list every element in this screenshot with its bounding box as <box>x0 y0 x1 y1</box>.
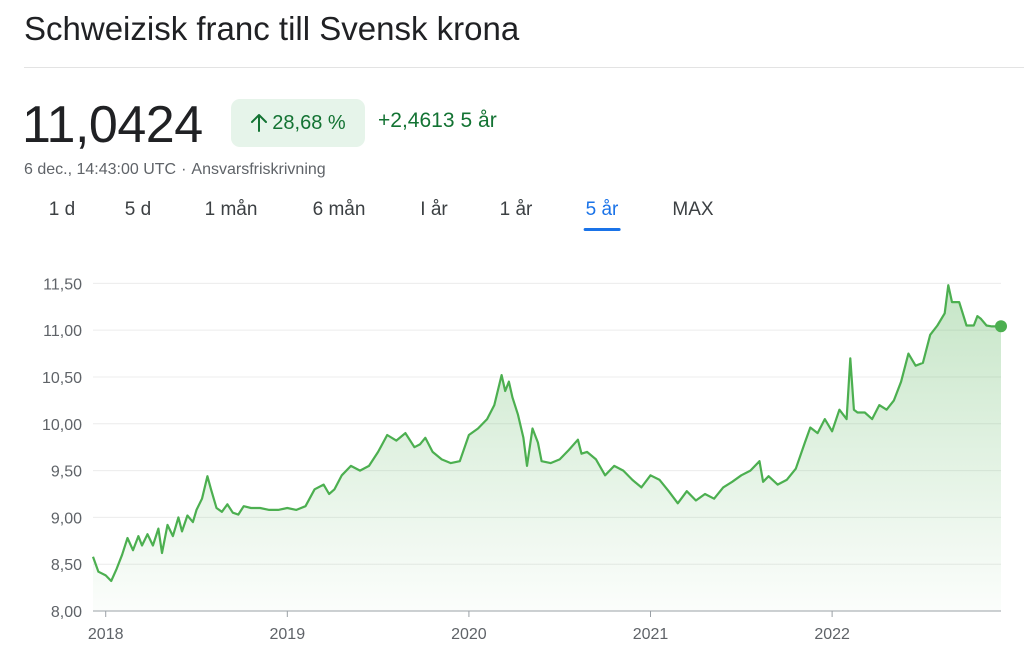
y-tick-label: 11,00 <box>43 323 82 340</box>
tab-6-months[interactable]: 6 mån <box>312 199 366 220</box>
y-tick-label: 10,00 <box>42 417 82 434</box>
x-tick-label: 2021 <box>633 626 669 643</box>
tab-5d[interactable]: 5 d <box>124 199 152 220</box>
range-tabs: 1 d 5 d 1 mån 6 mån I år 1 år 5 år MAX <box>0 199 760 239</box>
y-tick-label: 10,50 <box>42 370 82 387</box>
tab-5-years[interactable]: 5 år <box>583 199 621 231</box>
change-abs-value: +2,4613 <box>378 109 455 132</box>
y-tick-label: 9,00 <box>51 510 82 527</box>
tab-max[interactable]: MAX <box>672 199 714 220</box>
series-area <box>93 285 1001 611</box>
y-tick-label: 11,50 <box>43 276 82 293</box>
change-percent: 28,68 % <box>272 111 346 134</box>
timestamp: 6 dec., 14:43:00 UTC <box>24 161 177 178</box>
arrow-up-icon <box>250 113 268 133</box>
series-line <box>91 284 1001 583</box>
current-price: 11,0424 <box>22 96 203 154</box>
change-percent-badge: 28,68 % <box>231 99 365 147</box>
meta-separator: · <box>181 161 187 178</box>
change-absolute: +2,4613 5 år <box>378 109 503 133</box>
tab-1-year[interactable]: 1 år <box>499 199 533 220</box>
y-tick-label: 8,50 <box>51 557 82 574</box>
y-tick-label: 9,50 <box>51 464 82 481</box>
header-divider <box>24 67 1024 68</box>
tab-ytd[interactable]: I år <box>420 199 448 220</box>
disclaimer-link[interactable]: Ansvarsfriskrivning <box>191 161 326 178</box>
quote-meta: 6 dec., 14:43:00 UTC · Ansvarsfriskrivning <box>24 161 326 179</box>
x-tick-label: 2018 <box>88 626 124 643</box>
page-title: Schweizisk franc till Svensk krona <box>24 10 520 47</box>
x-tick-label: 2019 <box>270 626 306 643</box>
x-tick-label: 2022 <box>814 626 850 643</box>
x-tick-label: 2020 <box>451 626 487 643</box>
price-chart: 8,00 8,50 9,00 9,50 10,00 10,50 11,00 11,50 2018… <box>42 276 1007 643</box>
change-period: 5 år <box>460 109 497 132</box>
last-point-marker <box>995 320 1007 333</box>
tab-1d[interactable]: 1 d <box>48 199 76 220</box>
tab-1-month[interactable]: 1 mån <box>204 199 258 220</box>
y-tick-label: 8,00 <box>51 604 82 621</box>
